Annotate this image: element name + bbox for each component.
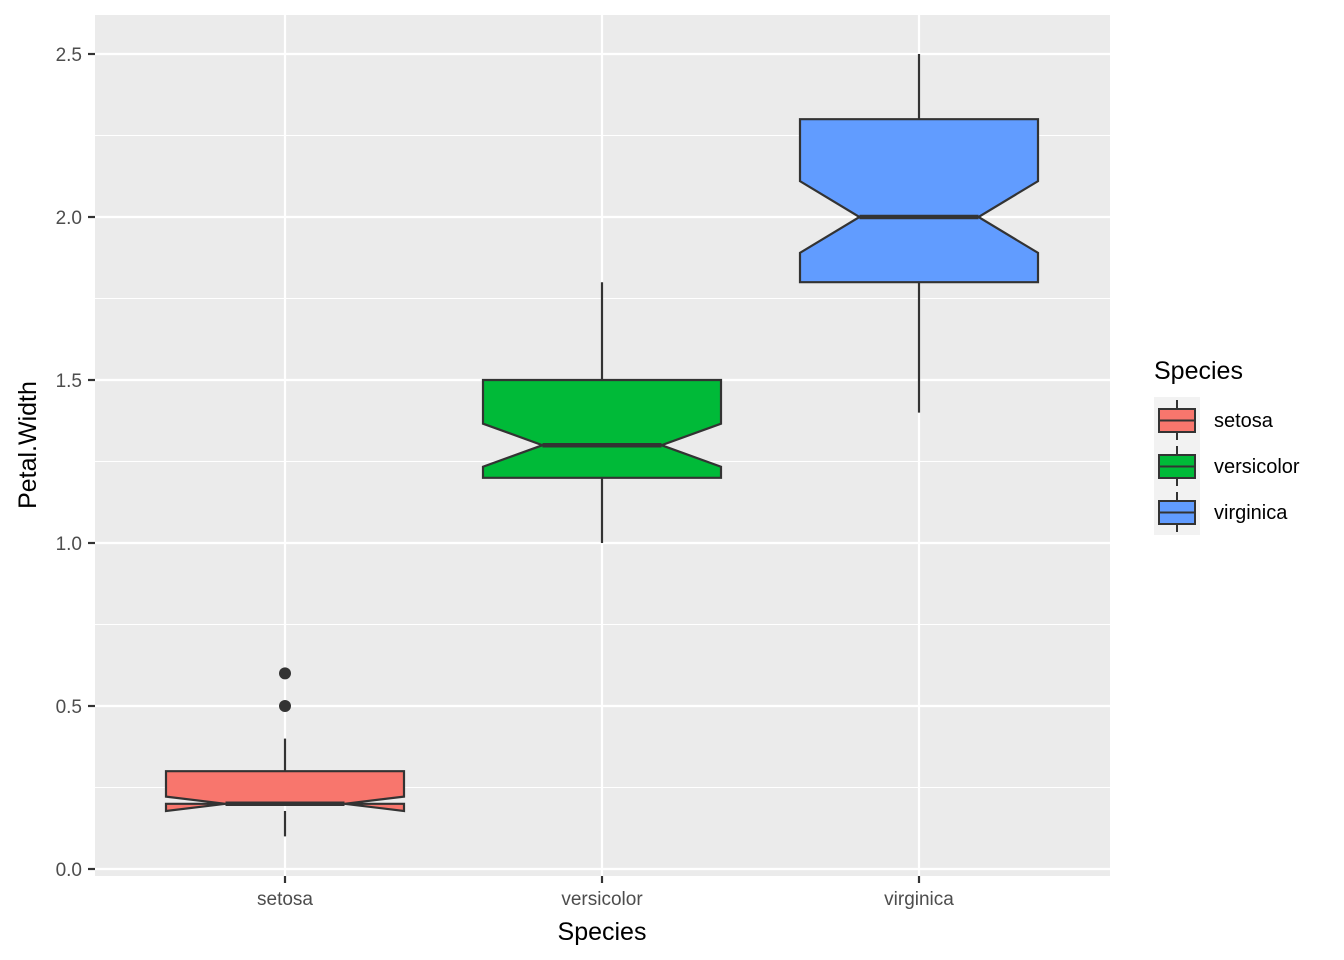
- outlier-point: [279, 667, 291, 680]
- box-versicolor: [481, 282, 723, 543]
- box-virginica: [798, 54, 1040, 413]
- y-tick-label: 0.0: [56, 860, 82, 881]
- y-axis-title: Petal.Width: [14, 381, 42, 509]
- x-tick-label: virginica: [884, 889, 954, 910]
- y-tick-label: 1.0: [56, 534, 82, 555]
- x-tick-label: setosa: [257, 889, 313, 910]
- legend-label: setosa: [1214, 410, 1274, 432]
- box-body: [481, 378, 723, 479]
- y-tick-label: 0.5: [56, 697, 82, 718]
- box-setosa: [164, 667, 406, 837]
- y-tick-label: 1.5: [56, 371, 82, 392]
- legend-label: versicolor: [1214, 456, 1300, 478]
- legend-key-virginica: [1158, 492, 1196, 532]
- y-tick-label: 2.5: [56, 45, 82, 66]
- y-tick-label: 2.0: [56, 208, 82, 229]
- outlier-point: [279, 700, 291, 712]
- legend-label: virginica: [1214, 502, 1288, 524]
- legend: Species setosa versicolor virginica: [1154, 357, 1300, 535]
- legend-key-setosa: [1158, 400, 1196, 440]
- boxplots: [164, 54, 1040, 837]
- legend-key-versicolor: [1158, 446, 1196, 486]
- x-axis: setosa versicolor virginica: [257, 876, 954, 910]
- box-body: [164, 770, 406, 813]
- x-axis-title: Species: [558, 918, 647, 946]
- box-body: [798, 118, 1040, 284]
- x-tick-label: versicolor: [561, 889, 643, 910]
- y-axis: 0.0 0.5 1.0 1.5 2.0 2.5: [56, 45, 95, 881]
- legend-title: Species: [1154, 357, 1243, 385]
